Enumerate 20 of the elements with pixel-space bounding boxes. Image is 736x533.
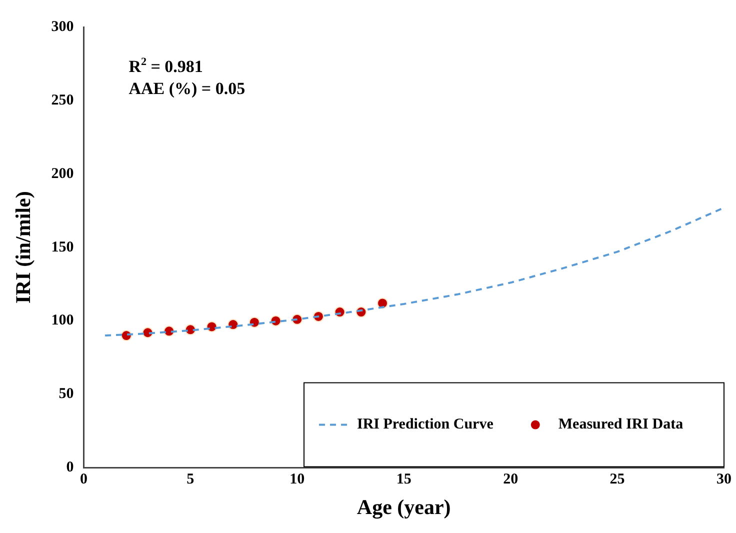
x-tick-label: 15 xyxy=(396,472,412,488)
y-tick-label: 250 xyxy=(51,92,74,108)
y-tick-label: 200 xyxy=(51,166,74,182)
y-tick-label: 100 xyxy=(51,312,74,329)
legend-label: IRI Prediction Curve xyxy=(357,416,494,433)
x-tick-label: 10 xyxy=(290,472,305,488)
line-series xyxy=(104,206,724,337)
x-tick-label: 5 xyxy=(186,472,194,488)
x-tick-label: 25 xyxy=(610,472,625,488)
y-tick-label: 0 xyxy=(66,460,74,476)
x-tick-label: 0 xyxy=(80,472,88,488)
y-tick-label: 300 xyxy=(51,18,74,35)
x-tick-label: 30 xyxy=(716,472,732,488)
legend-label: Measured IRI Data xyxy=(558,416,684,433)
y-tick-label: 50 xyxy=(58,386,74,402)
annotation: AAE (%) = 0.05 xyxy=(128,79,246,98)
x-axis-title: Age (year) xyxy=(356,494,451,519)
y-axis-title: IRI (in/mile) xyxy=(11,191,36,304)
x-tick-label: 20 xyxy=(503,472,518,488)
y-tick-label: 150 xyxy=(51,239,74,256)
